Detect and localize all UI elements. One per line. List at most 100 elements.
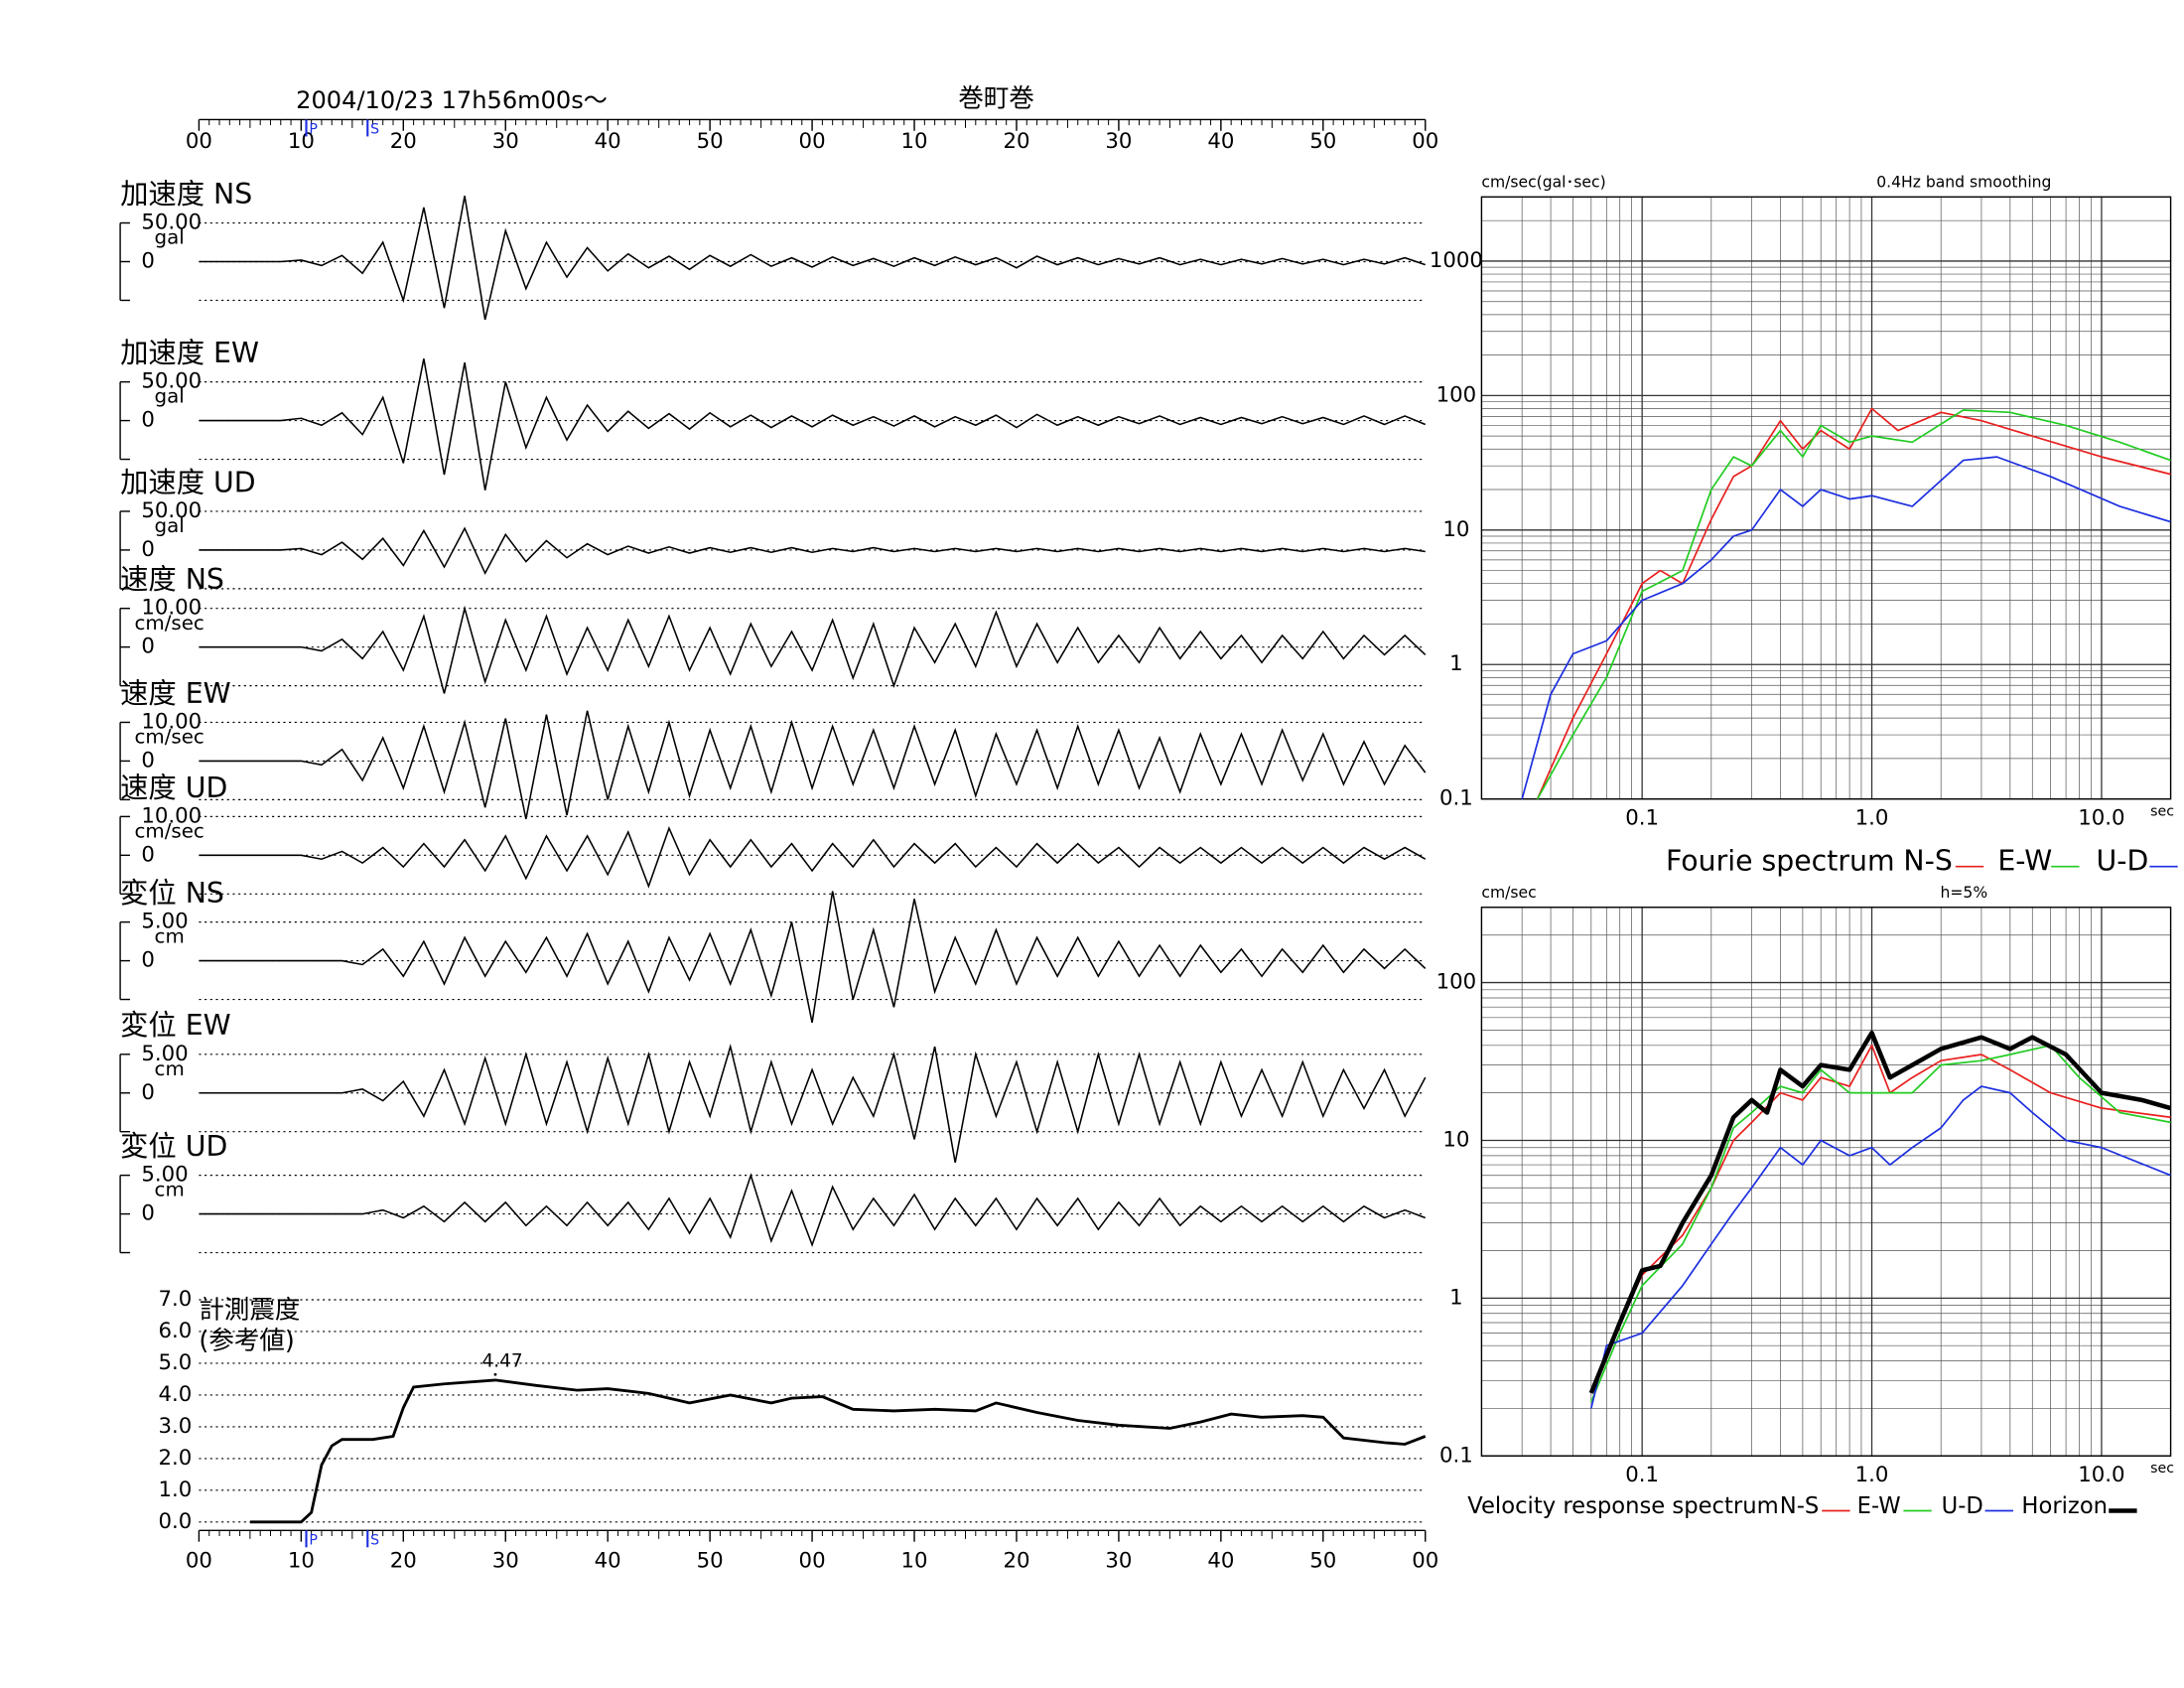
x-tick-label: 30 [492, 129, 519, 154]
x-tick-label: 10 [288, 1549, 315, 1574]
record-time: 2004/10/23 17h56m00s〜 [296, 86, 608, 114]
legend-label: N-S [1780, 1493, 1820, 1519]
x-tick-label: 10.0 [2078, 806, 2124, 831]
x-tick-label: 30 [1105, 1549, 1132, 1574]
legend-label: U-D [1942, 1493, 1983, 1519]
x-tick-label: 00 [186, 1549, 212, 1574]
y-tick-label: 10 [1442, 1127, 1469, 1152]
x-tick-label: 50 [1309, 1549, 1336, 1574]
spectrum-line [1536, 407, 2171, 800]
y-tick-label: 0 [141, 537, 155, 562]
y-tick-label: 4.0 [159, 1382, 193, 1407]
x-tick-label: 20 [1003, 129, 1029, 154]
x-tick-label: 10 [901, 1549, 928, 1574]
y-tick-label: 50.00 [141, 498, 202, 523]
y-tick-label: 50.00 [141, 211, 202, 235]
waveform [199, 196, 1427, 321]
y-tick-label: 50.00 [141, 369, 202, 394]
y-tick-label: 0 [141, 948, 155, 973]
y-axis-label: cm/sec(gal･sec) [1481, 174, 1605, 192]
x-tick-label: 0.1 [1625, 1463, 1659, 1487]
y-tick-label: 0 [141, 1201, 155, 1226]
y-tick-label: 0 [141, 634, 155, 659]
chart-subtitle: 0.4Hz band smoothing [1876, 174, 2051, 192]
waveform [199, 358, 1427, 491]
y-tick-label: 7.0 [159, 1287, 193, 1312]
spectrum-line [1590, 1044, 2171, 1403]
y-tick-label: 2.0 [159, 1446, 193, 1471]
x-tick-label: 20 [1003, 1549, 1029, 1574]
x-tick-label: 1.0 [1855, 1463, 1889, 1487]
trace-label: 変位 NS [120, 877, 224, 910]
x-tick-label: 10.0 [2078, 1463, 2124, 1487]
y-tick-label: 0.1 [1439, 1443, 1473, 1468]
peak-dot [493, 1372, 497, 1376]
x-tick-label: 50 [1309, 129, 1336, 154]
y-tick-label: 1 [1449, 651, 1463, 676]
trace-label: 速度 EW [120, 677, 231, 710]
unit-label: cm [155, 1057, 185, 1080]
spectrum-line [1536, 409, 2171, 800]
y-tick-label: 6.0 [159, 1319, 193, 1343]
x-tick-label: 1.0 [1855, 806, 1889, 831]
x-tick-label: 30 [492, 1549, 519, 1574]
x-tick-label: 30 [1105, 129, 1132, 154]
y-tick-label: 10.00 [141, 596, 202, 621]
x-axis-label: sec [2150, 803, 2174, 819]
legend-label: Horizon [2021, 1493, 2108, 1519]
chart-subtitle: h=5% [1941, 884, 1988, 902]
unit-label: gal [155, 385, 185, 408]
legend-label: E-W [1997, 844, 2052, 877]
x-tick-label: 20 [390, 1549, 417, 1574]
waveform [199, 605, 1427, 694]
spectrum-line [1521, 456, 2171, 799]
waveform [199, 526, 1426, 576]
legend-label: N-S [1903, 844, 1952, 877]
chart-subtitle: (参考値) [199, 1327, 294, 1356]
plot-frame [1480, 907, 2172, 1457]
y-tick-label: 1000 [1430, 248, 1483, 273]
x-tick-label: 20 [390, 129, 417, 154]
x-tick-label: 40 [595, 129, 621, 154]
trace-label: 速度 NS [120, 563, 224, 596]
x-tick-label: 10 [901, 129, 928, 154]
unit-label: cm [155, 925, 185, 948]
station-name: 巻町巻 [958, 84, 1034, 114]
y-tick-label: 10.00 [141, 803, 202, 828]
legend-label: E-W [1857, 1493, 1901, 1519]
y-tick-label: 3.0 [159, 1414, 193, 1439]
x-tick-label: 00 [1412, 129, 1438, 154]
unit-label: gal [155, 514, 185, 537]
trace-label: 加速度 NS [120, 178, 252, 211]
spectrum-line [1588, 1030, 2172, 1394]
y-tick-label: 10 [1442, 517, 1469, 542]
legend-label: U-D [2097, 844, 2149, 877]
x-tick-label: 10 [288, 129, 315, 154]
plot-frame [1480, 196, 2172, 800]
unit-label: cm [155, 1179, 185, 1201]
y-tick-label: 0 [141, 249, 155, 274]
phase-label: S [370, 1532, 379, 1548]
y-tick-label: 0.1 [1439, 786, 1473, 811]
x-tick-label: 00 [799, 129, 826, 154]
peak-label: 4.47 [482, 1350, 523, 1371]
trace-label: 変位 UD [120, 1130, 227, 1163]
y-tick-label: 100 [1436, 382, 1477, 407]
unit-label: cm/sec [135, 612, 205, 634]
x-tick-label: 40 [595, 1549, 621, 1574]
y-tick-label: 0.0 [159, 1509, 193, 1534]
y-tick-label: 0 [141, 748, 155, 773]
phase-label: S [370, 121, 379, 137]
y-tick-label: 100 [1436, 970, 1477, 995]
x-tick-label: 00 [799, 1549, 826, 1574]
trace-label: 速度 UD [120, 772, 227, 804]
y-axis-label: cm/sec [1481, 884, 1536, 902]
trace-label: 加速度 UD [120, 466, 256, 498]
y-tick-label: 5.0 [159, 1350, 193, 1375]
x-tick-label: 40 [1207, 1549, 1234, 1574]
y-tick-label: 5.00 [141, 1042, 188, 1066]
unit-label: cm/sec [135, 819, 205, 842]
trace-label: 変位 EW [120, 1009, 231, 1042]
